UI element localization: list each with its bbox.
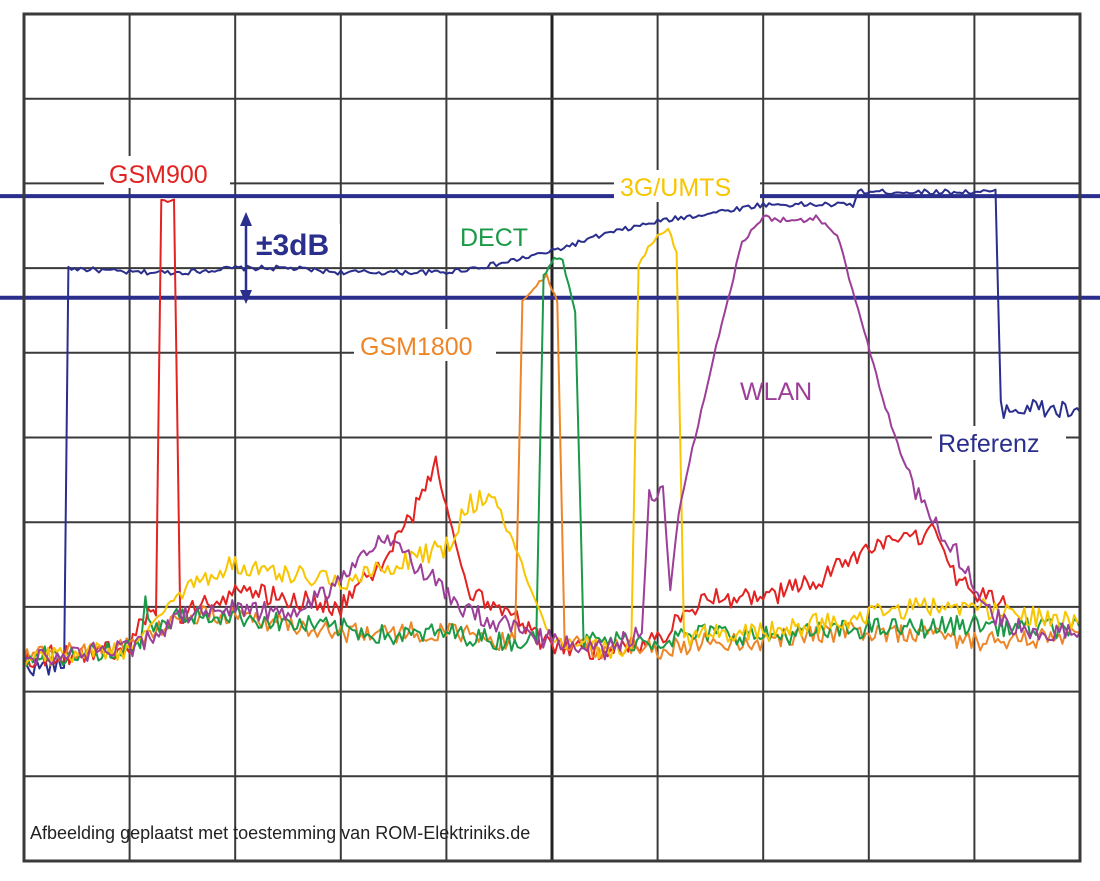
label-dect: DECT [460,224,528,252]
series-line-dect [23,256,1081,667]
label-gsm900: GSM900 [109,161,208,189]
label-umts: 3G/UMTS [620,174,731,202]
band-arrow [240,212,252,304]
label-referenz: Referenz [938,430,1039,458]
label-bg-gsm900 [104,156,230,188]
series-line-referenz [23,188,1081,677]
plot-frame [22,12,1082,863]
image-caption: Afbeelding geplaatst met toestemming van… [30,823,530,843]
series-line-wlan [23,214,1081,667]
series-group [23,188,1081,677]
tolerance-band [0,194,1100,300]
grid [24,14,1080,861]
band-label: ±3dB [256,229,329,262]
label-bg-dect [456,220,544,252]
series-line-gsm900 [23,198,1008,669]
label-bg-gsm1800 [354,329,496,361]
band-label-bg [254,224,340,262]
label-bg-umts [614,170,760,202]
label-bg-referenz [932,426,1066,460]
label-gsm1800: GSM1800 [360,333,473,361]
label-wlan: WLAN [740,378,812,406]
